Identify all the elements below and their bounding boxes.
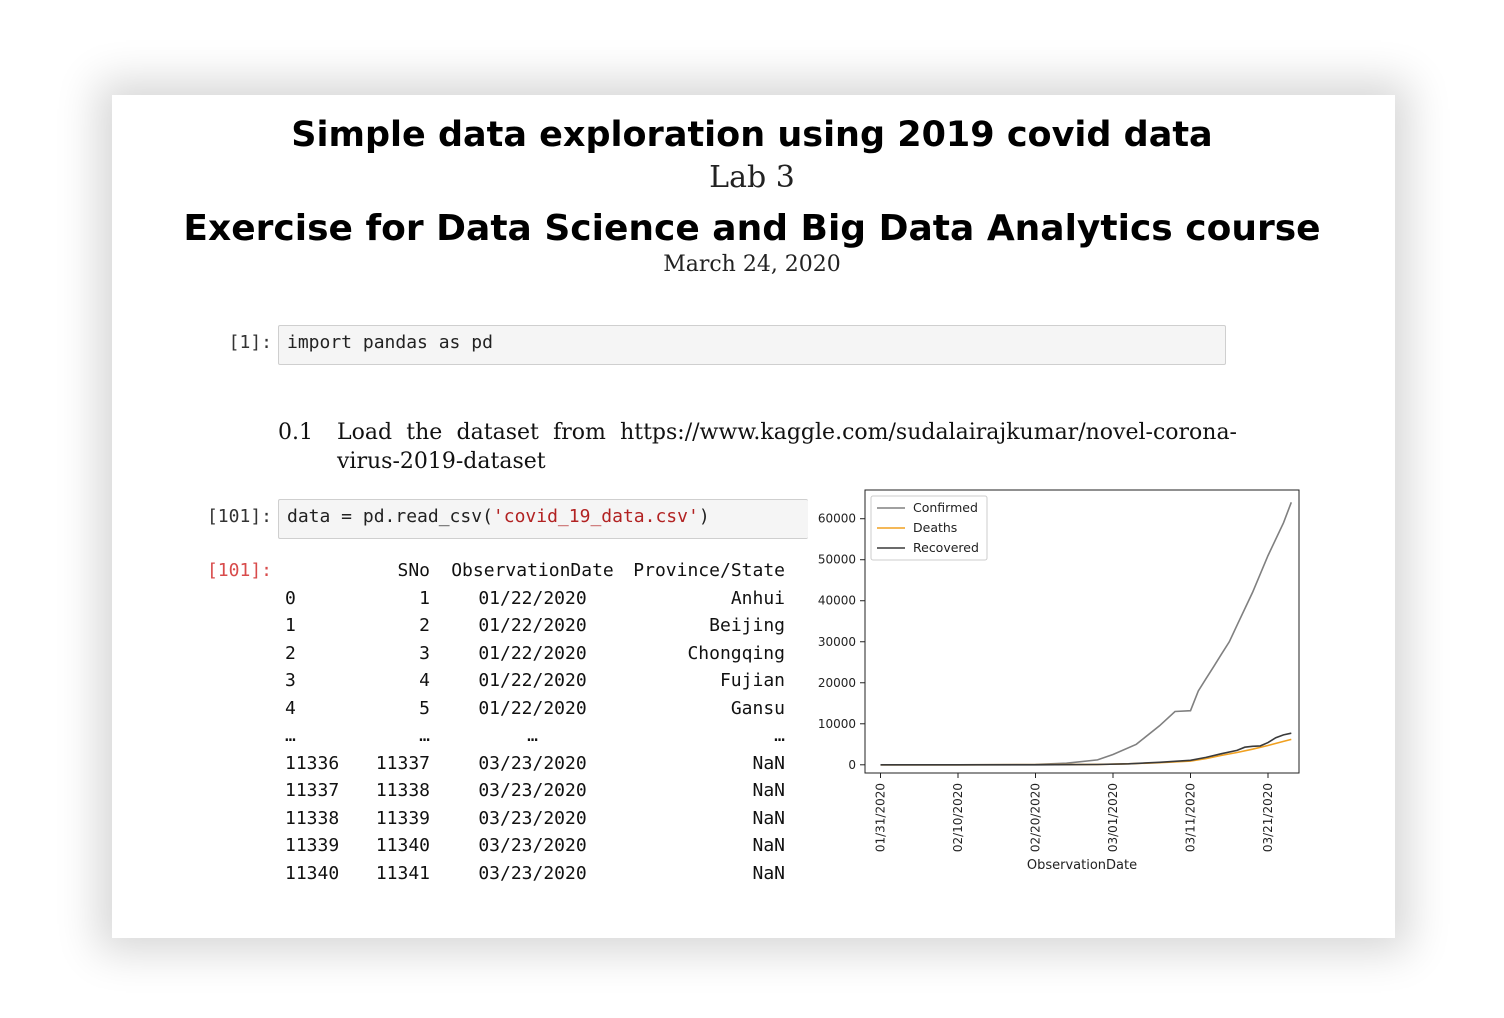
course-title: Exercise for Data Science and Big Data A… <box>183 208 1321 249</box>
line-chart: 0 10000 20000 30000 40000 50000 60000 01/31/202… <box>818 489 1300 873</box>
table-row: 4 5 01/22/2020 Gansu <box>285 698 805 725</box>
cell-sno: 11340 <box>375 835 430 856</box>
row-index: 11336 <box>285 752 340 774</box>
legend-box <box>870 495 988 561</box>
row-index: 11339 <box>285 835 340 856</box>
x-tick-label: 03/21/2020 <box>1261 783 1275 852</box>
section-text: Load the dataset from https://www.kaggle… <box>337 420 1237 474</box>
row-index: 3 <box>285 670 296 691</box>
y-tick-label: 30000 <box>818 635 856 649</box>
table-row: 11338 11339 03/23/2020 NaN <box>285 808 805 835</box>
cell-province: NaN <box>752 807 785 829</box>
cell-date: 01/22/2020 <box>478 697 587 719</box>
code-cell-2-string: 'covid_19_data.csv' <box>492 506 699 527</box>
cell-province: NaN <box>752 835 785 856</box>
cell-sno: 2 <box>419 615 430 636</box>
row-index: … <box>285 725 296 746</box>
y-tick-label: 10000 <box>818 717 856 731</box>
cell-1-prompt: [1]: <box>228 332 272 353</box>
code-cell-2[interactable]: data = pd.read_csv('covid_19_data.csv') <box>278 499 808 539</box>
cell-province: NaN <box>752 752 785 774</box>
cell-date: 03/23/2020 <box>478 780 587 801</box>
code-cell-1[interactable]: import pandas as pd <box>278 325 1226 365</box>
row-index: 0 <box>285 587 296 609</box>
table-row: 11339 11340 03/23/2020 NaN <box>285 835 805 862</box>
cell-province: Chongqing <box>687 642 785 664</box>
code-cell-2-prefix: data = pd.read_csv( <box>287 506 493 527</box>
row-index: 4 <box>285 697 296 719</box>
x-tick-label: 02/20/2020 <box>1029 783 1043 852</box>
table-row: 11340 11341 03/23/2020 NaN <box>285 863 805 890</box>
row-index: 11340 <box>285 862 340 884</box>
cell-date: 03/23/2020 <box>478 862 587 884</box>
cell-date: 03/23/2020 <box>478 752 587 774</box>
cell-2-prompt: [101]: <box>206 506 272 527</box>
cell-province: … <box>774 725 785 746</box>
output-prompt: [101]: <box>206 560 272 581</box>
legend-label: Recovered <box>913 540 979 555</box>
table-row: 2 3 01/22/2020 Chongqing <box>285 643 805 670</box>
x-tick-label: 03/11/2020 <box>1184 783 1198 852</box>
row-index: 11338 <box>285 807 340 829</box>
column-header: SNo <box>397 560 430 581</box>
x-axis-label: ObservationDate <box>1027 858 1137 873</box>
cell-date: 03/23/2020 <box>478 807 587 829</box>
legend-label: Deaths <box>913 520 957 535</box>
cell-sno: 5 <box>419 697 430 719</box>
cell-sno: 3 <box>419 642 430 664</box>
cell-sno: 4 <box>419 670 430 691</box>
code-cell-2-suffix: ) <box>698 506 710 527</box>
row-index: 2 <box>285 642 296 664</box>
code-cell-1-source: import pandas as pd <box>287 332 493 353</box>
cell-date: 01/22/2020 <box>478 587 587 609</box>
table-row: 3 4 01/22/2020 Fujian <box>285 670 805 697</box>
table-row: … … … … <box>285 725 805 752</box>
lab-subtitle: Lab 3 <box>709 160 795 195</box>
cell-province: Beijing <box>709 615 785 636</box>
cell-province: NaN <box>752 780 785 801</box>
cell-sno: 11338 <box>375 780 430 801</box>
table-row: 11337 11338 03/23/2020 NaN <box>285 780 805 807</box>
cell-date: 01/22/2020 <box>478 670 587 691</box>
cell-sno: 1 <box>419 587 430 609</box>
cell-province: Fujian <box>719 670 785 691</box>
row-index: 11337 <box>285 780 340 801</box>
date-label: March 24, 2020 <box>663 252 841 277</box>
table-row: 1 2 01/22/2020 Beijing <box>285 615 805 642</box>
x-tick-label: 03/01/2020 <box>1106 783 1120 852</box>
y-tick-label: 0 <box>848 758 856 772</box>
cell-province: Gansu <box>730 697 785 719</box>
cell-sno: 11337 <box>375 752 430 774</box>
legend-label: Confirmed <box>913 500 978 515</box>
cell-date: 01/22/2020 <box>478 642 587 664</box>
y-tick-label: 50000 <box>818 553 856 567</box>
cell-date: … <box>527 725 538 746</box>
cell-sno: 11341 <box>375 862 430 884</box>
x-tick-label: 01/31/2020 <box>874 783 888 852</box>
table-row: 0 1 01/22/2020 Anhui <box>285 588 805 615</box>
cell-date: 03/23/2020 <box>478 835 587 856</box>
table-row: 11336 11337 03/23/2020 NaN <box>285 753 805 780</box>
series-line-confirmed <box>880 502 1293 766</box>
section-number: 0.1 <box>278 420 313 445</box>
cell-province: Anhui <box>730 587 785 609</box>
dataframe-header: SNo ObservationDate Province/State <box>285 560 805 587</box>
y-tick-label: 40000 <box>818 594 856 608</box>
column-header: ObservationDate <box>451 560 614 581</box>
y-tick-label: 20000 <box>818 676 856 690</box>
series-line-recovered <box>880 732 1292 766</box>
x-tick-label: 02/10/2020 <box>951 783 965 852</box>
row-index: 1 <box>285 615 296 636</box>
cell-date: 01/22/2020 <box>478 615 587 636</box>
cell-sno: 11339 <box>375 807 430 829</box>
column-header: Province/State <box>633 560 785 581</box>
cell-province: NaN <box>752 862 785 884</box>
page-title: Simple data exploration using 2019 covid… <box>291 115 1213 155</box>
y-tick-label: 60000 <box>818 512 856 526</box>
cell-sno: … <box>419 725 430 746</box>
